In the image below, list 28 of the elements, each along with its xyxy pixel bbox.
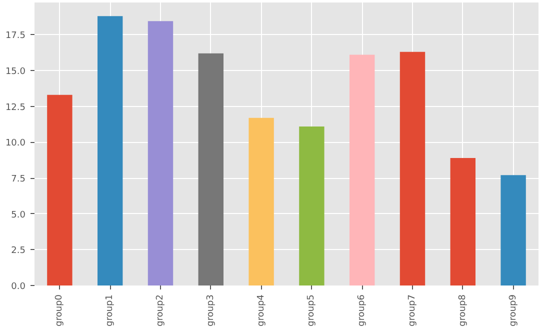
y-tick-label: 10.0 xyxy=(5,138,26,149)
bar xyxy=(148,21,174,286)
bar xyxy=(198,53,224,286)
y-tick-label: 12.5 xyxy=(5,102,26,113)
bar xyxy=(350,54,375,286)
bar xyxy=(450,158,476,286)
bar xyxy=(400,52,426,286)
x-tick-label: group8 xyxy=(458,294,468,326)
y-tick-label: 5.0 xyxy=(11,210,26,220)
bar xyxy=(98,16,123,286)
x-tick-label: group6 xyxy=(357,294,368,326)
x-tick-label: group9 xyxy=(508,294,518,326)
x-tick-label: group7 xyxy=(408,294,418,326)
y-tick-label: 2.5 xyxy=(11,246,26,256)
x-tick-label: group0 xyxy=(54,294,65,326)
y-tick-label: 15.0 xyxy=(5,67,26,78)
x-tick-label: group2 xyxy=(156,294,166,326)
x-tick-label: group4 xyxy=(256,294,266,326)
y-tick-label: 17.5 xyxy=(5,31,26,42)
y-tick-label: 0.0 xyxy=(11,282,26,292)
x-tick-label: group1 xyxy=(105,294,116,326)
bar xyxy=(500,175,526,286)
bar xyxy=(299,126,324,286)
x-tick-label: group5 xyxy=(306,294,317,326)
bar xyxy=(47,94,72,286)
bar xyxy=(248,118,274,286)
x-tick-label: group3 xyxy=(206,294,216,326)
y-tick-label: 7.5 xyxy=(11,174,26,185)
